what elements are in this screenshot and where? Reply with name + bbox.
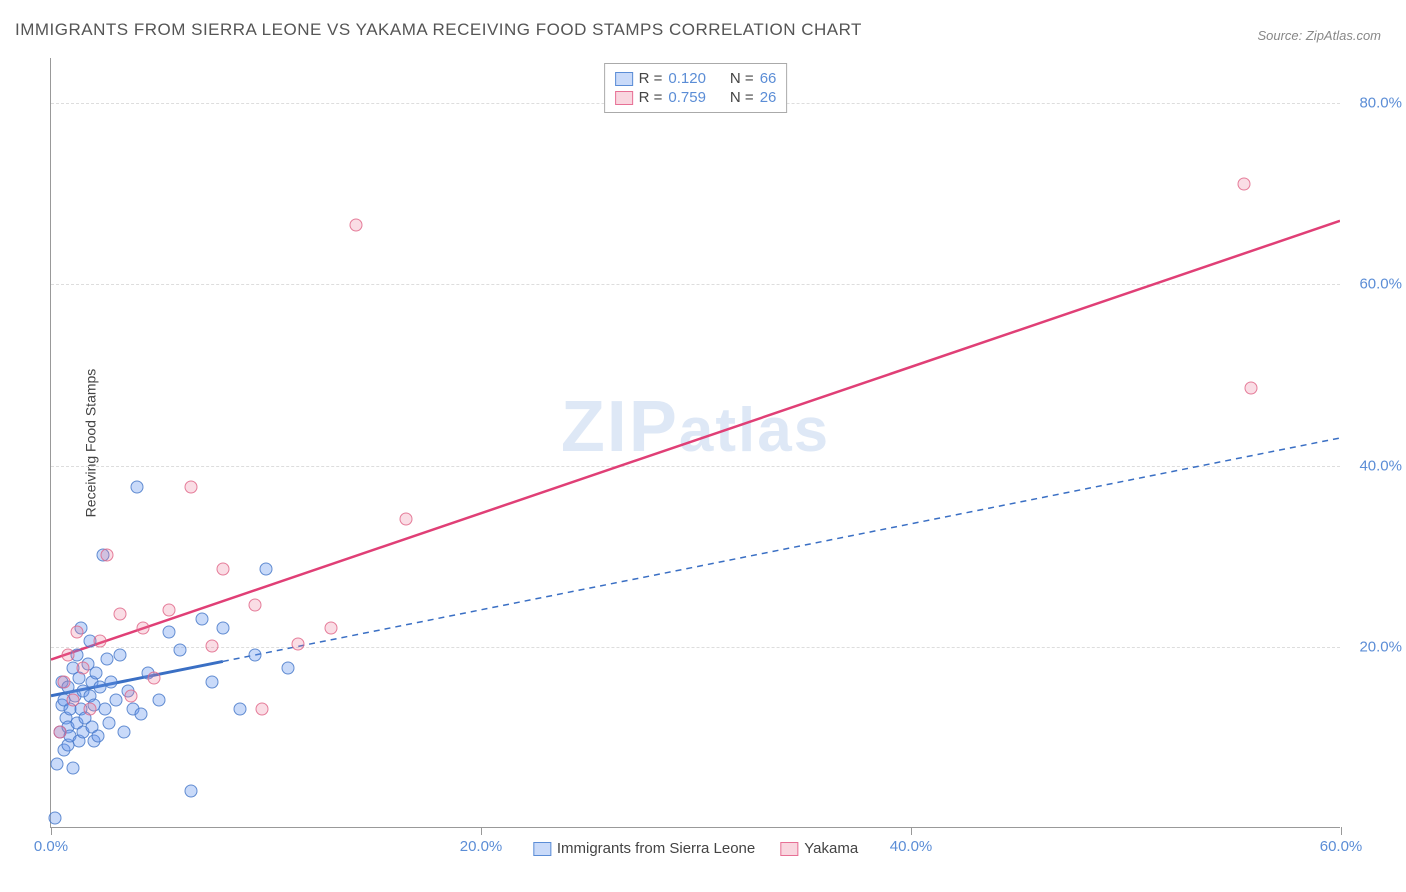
legend-label: Immigrants from Sierra Leone <box>557 840 755 857</box>
x-tick-label: 40.0% <box>890 838 933 855</box>
data-point <box>92 730 105 743</box>
grid-line <box>51 284 1340 285</box>
data-point <box>100 653 113 666</box>
data-point <box>399 513 412 526</box>
legend-correlation: R = 0.120 N = 66 R = 0.759 N = 26 <box>604 63 788 113</box>
legend-row: R = 0.759 N = 26 <box>615 89 777 106</box>
data-point <box>66 694 79 707</box>
legend-label: Yakama <box>804 840 858 857</box>
data-point <box>255 703 268 716</box>
data-point <box>148 671 161 684</box>
data-point <box>1244 381 1257 394</box>
source-label: Source: ZipAtlas.com <box>1257 28 1381 43</box>
legend-n-label: N = <box>730 70 754 87</box>
x-tick <box>911 827 912 835</box>
data-point <box>53 725 66 738</box>
data-point <box>249 648 262 661</box>
legend-r-label: R = <box>639 89 663 106</box>
data-point <box>195 612 208 625</box>
legend-r-value: 0.759 <box>668 89 706 106</box>
data-point <box>324 621 337 634</box>
data-point <box>62 648 75 661</box>
data-point <box>184 481 197 494</box>
legend-row: R = 0.120 N = 66 <box>615 70 777 87</box>
data-point <box>100 549 113 562</box>
legend-item: Immigrants from Sierra Leone <box>533 840 755 857</box>
legend-r-label: R = <box>639 70 663 87</box>
x-tick-label: 20.0% <box>460 838 503 855</box>
data-point <box>113 608 126 621</box>
data-point <box>57 676 70 689</box>
data-point <box>174 644 187 657</box>
data-point <box>103 716 116 729</box>
data-point <box>217 562 230 575</box>
data-point <box>77 662 90 675</box>
data-point <box>152 694 165 707</box>
data-point <box>94 635 107 648</box>
data-point <box>70 626 83 639</box>
legend-swatch <box>615 91 633 105</box>
x-tick-label: 0.0% <box>34 838 68 855</box>
legend-n-label: N = <box>730 89 754 106</box>
watermark: ZIPatlas <box>561 386 830 468</box>
data-point <box>206 676 219 689</box>
y-tick-label: 60.0% <box>1359 276 1402 293</box>
y-axis-label: Receiving Food Stamps <box>82 368 98 517</box>
legend-r-value: 0.120 <box>668 70 706 87</box>
data-point <box>292 638 305 651</box>
data-point <box>234 703 247 716</box>
chart-container: IMMIGRANTS FROM SIERRA LEONE VS YAKAMA R… <box>0 0 1406 892</box>
data-point <box>137 621 150 634</box>
data-point <box>1238 177 1251 190</box>
chart-title: IMMIGRANTS FROM SIERRA LEONE VS YAKAMA R… <box>15 20 862 40</box>
data-point <box>131 481 144 494</box>
legend-item: Yakama <box>780 840 858 857</box>
legend-series: Immigrants from Sierra Leone Yakama <box>533 840 858 857</box>
data-point <box>90 667 103 680</box>
data-point <box>260 562 273 575</box>
data-point <box>109 694 122 707</box>
grid-line <box>51 466 1340 467</box>
data-point <box>49 811 62 824</box>
data-point <box>66 762 79 775</box>
legend-swatch <box>615 72 633 86</box>
plot-area: Receiving Food Stamps ZIPatlas R = 0.120 N… <box>50 58 1340 828</box>
data-point <box>206 639 219 652</box>
data-point <box>51 757 64 770</box>
data-point <box>98 703 111 716</box>
y-tick-label: 80.0% <box>1359 95 1402 112</box>
y-tick-label: 40.0% <box>1359 457 1402 474</box>
data-point <box>163 603 176 616</box>
data-point <box>350 218 363 231</box>
legend-swatch <box>780 842 798 856</box>
data-point <box>163 626 176 639</box>
data-point <box>249 599 262 612</box>
data-point <box>135 707 148 720</box>
legend-swatch <box>533 842 551 856</box>
x-tick <box>1341 827 1342 835</box>
data-point <box>113 648 126 661</box>
grid-line <box>51 647 1340 648</box>
legend-n-value: 66 <box>760 70 777 87</box>
data-point <box>83 703 96 716</box>
data-point <box>118 725 131 738</box>
data-point <box>124 689 137 702</box>
x-tick-label: 60.0% <box>1320 838 1363 855</box>
data-point <box>184 784 197 797</box>
data-point <box>281 662 294 675</box>
data-point <box>217 621 230 634</box>
data-point <box>105 676 118 689</box>
legend-n-value: 26 <box>760 89 777 106</box>
x-tick <box>481 827 482 835</box>
x-tick <box>51 827 52 835</box>
y-tick-label: 20.0% <box>1359 638 1402 655</box>
